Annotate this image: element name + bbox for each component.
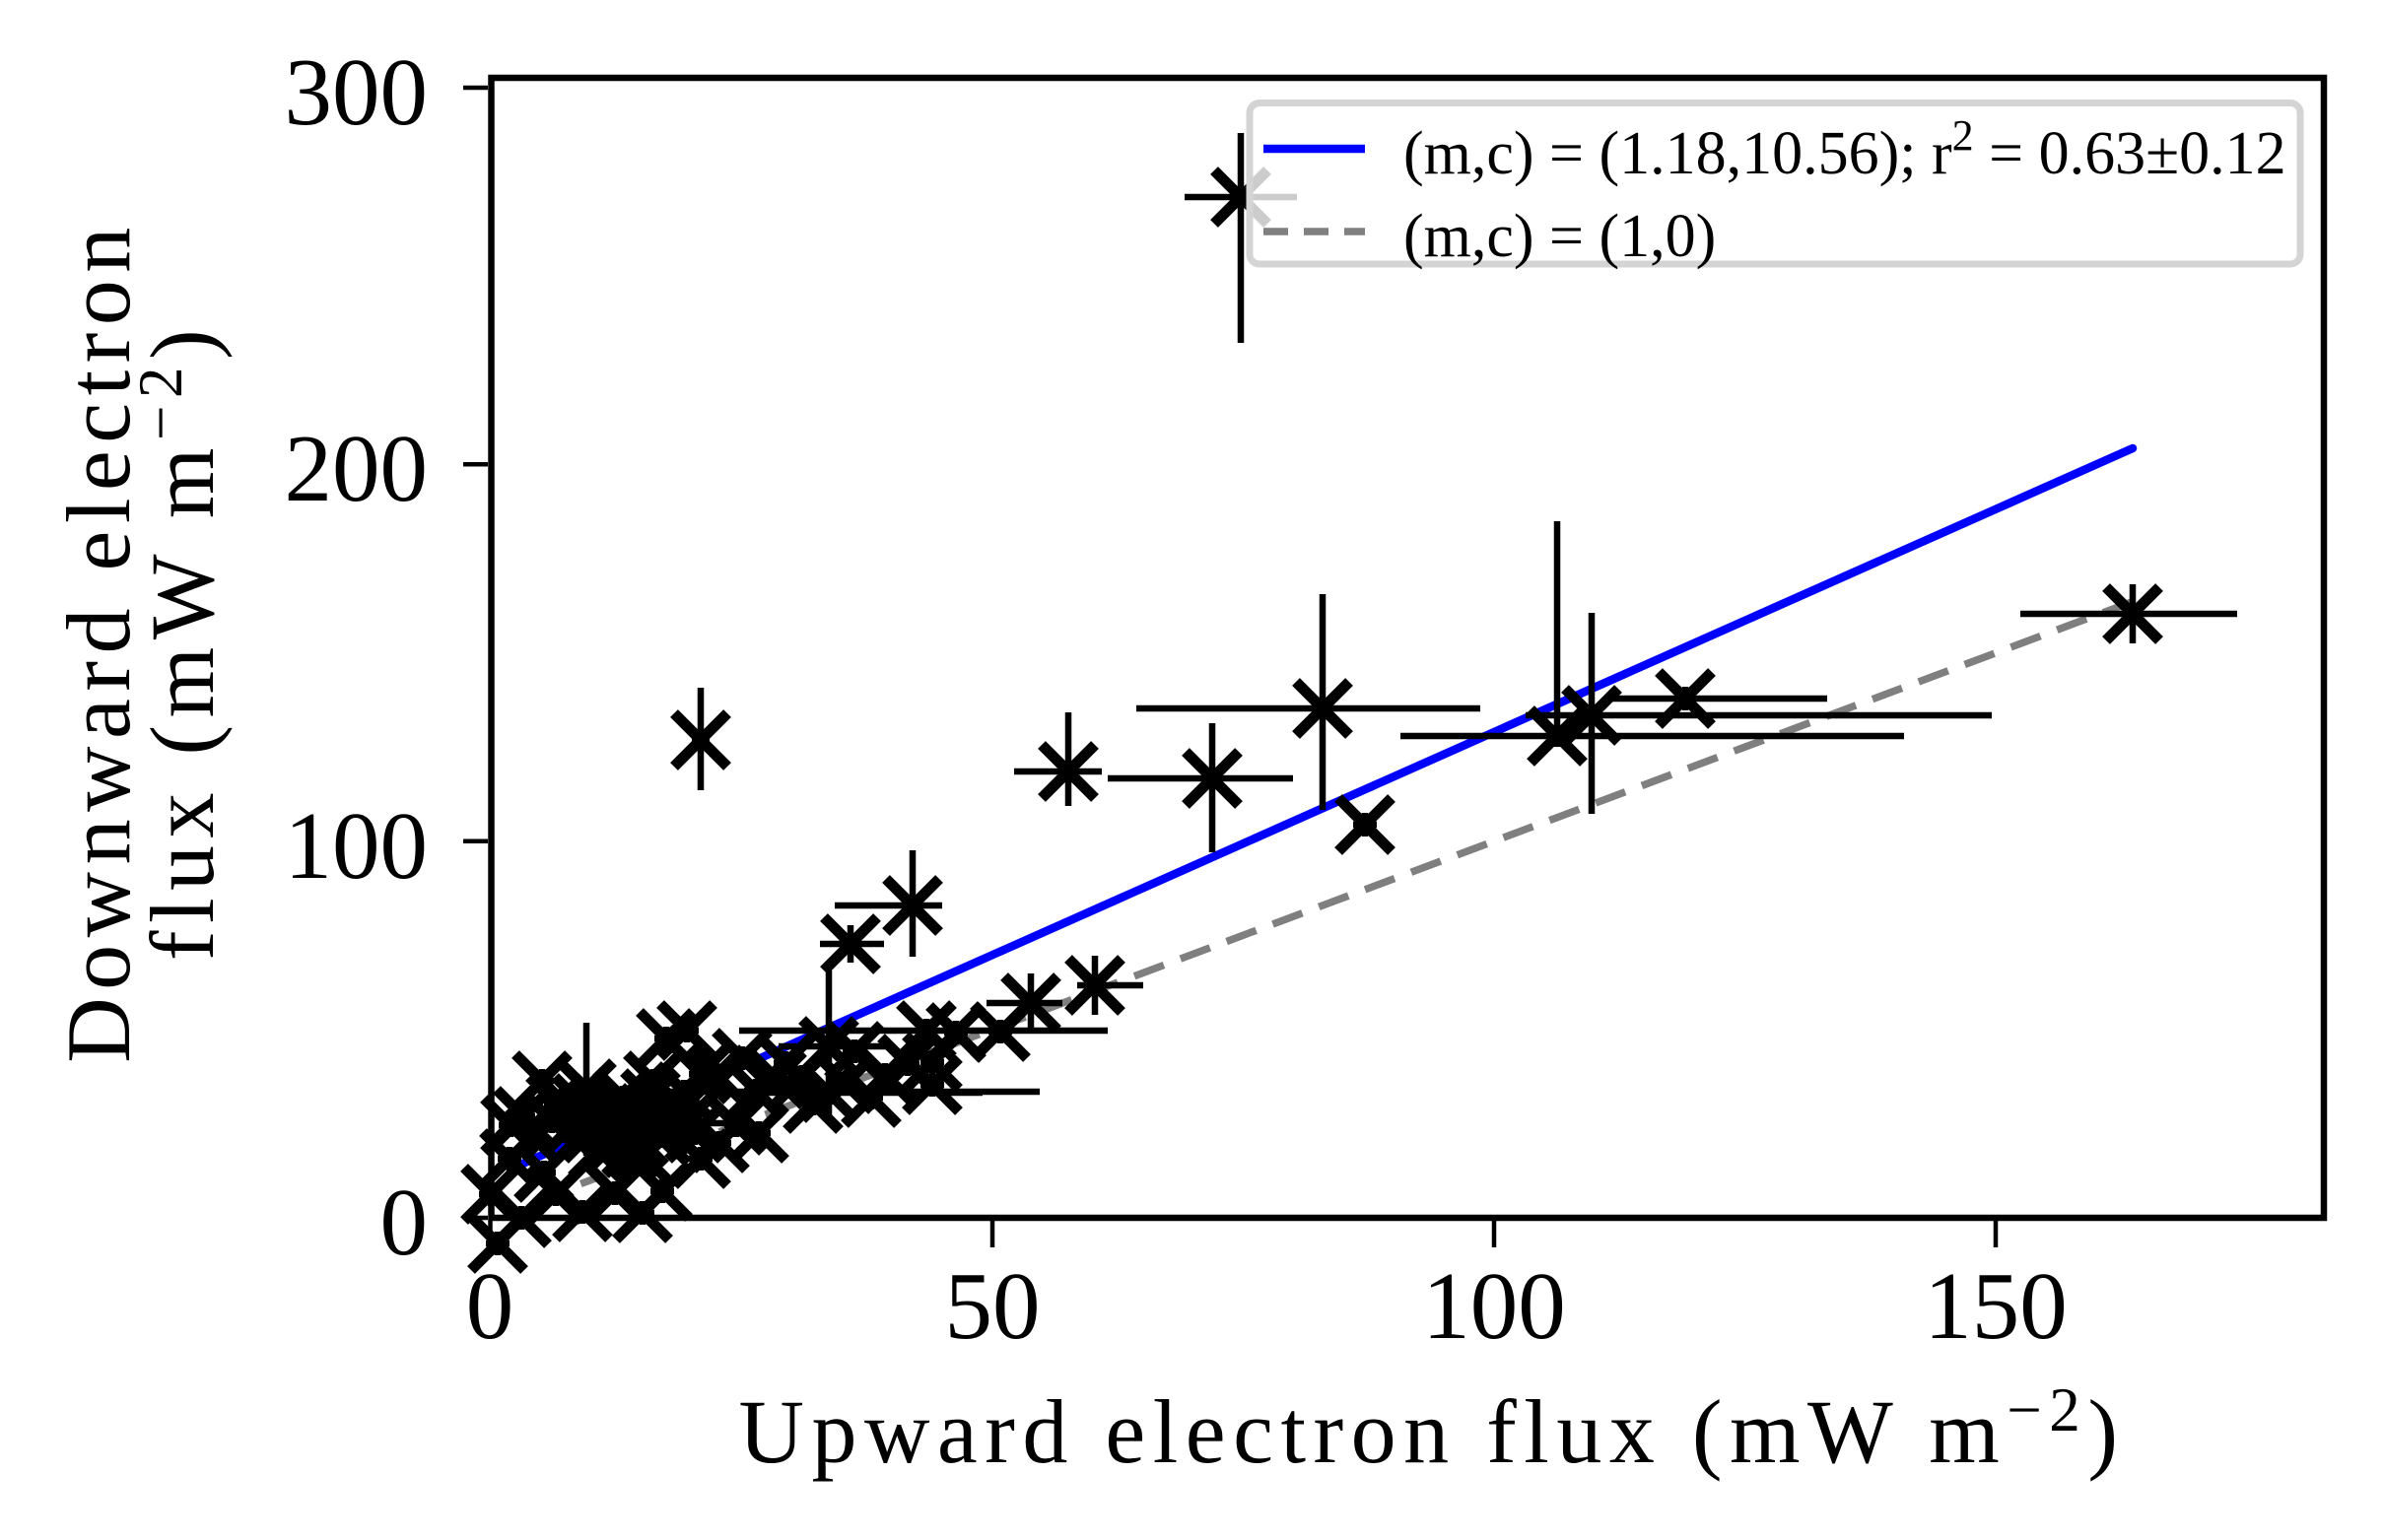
svg-text:100: 100 bbox=[285, 793, 429, 899]
svg-text:Upward electron flux (mW m−2): Upward electron flux (mW m−2) bbox=[739, 1375, 2126, 1482]
svg-text:50: 50 bbox=[945, 1253, 1041, 1359]
svg-text:flux (mW m−2): flux (mW m−2) bbox=[126, 322, 233, 961]
svg-text:100: 100 bbox=[1422, 1253, 1566, 1359]
svg-text:0: 0 bbox=[380, 1170, 429, 1275]
svg-text:150: 150 bbox=[1924, 1253, 2068, 1359]
svg-text:(m,c) = (1,0): (m,c) = (1,0) bbox=[1403, 203, 1716, 270]
svg-text:0: 0 bbox=[466, 1253, 514, 1359]
svg-text:300: 300 bbox=[285, 39, 429, 145]
svg-text:(m,c) = (1.18,10.56); r2 = 0.6: (m,c) = (1.18,10.56); r2 = 0.63±0.12 bbox=[1403, 111, 2286, 187]
svg-text:200: 200 bbox=[285, 416, 429, 521]
svg-text:Downward electron: Downward electron bbox=[48, 220, 149, 1063]
